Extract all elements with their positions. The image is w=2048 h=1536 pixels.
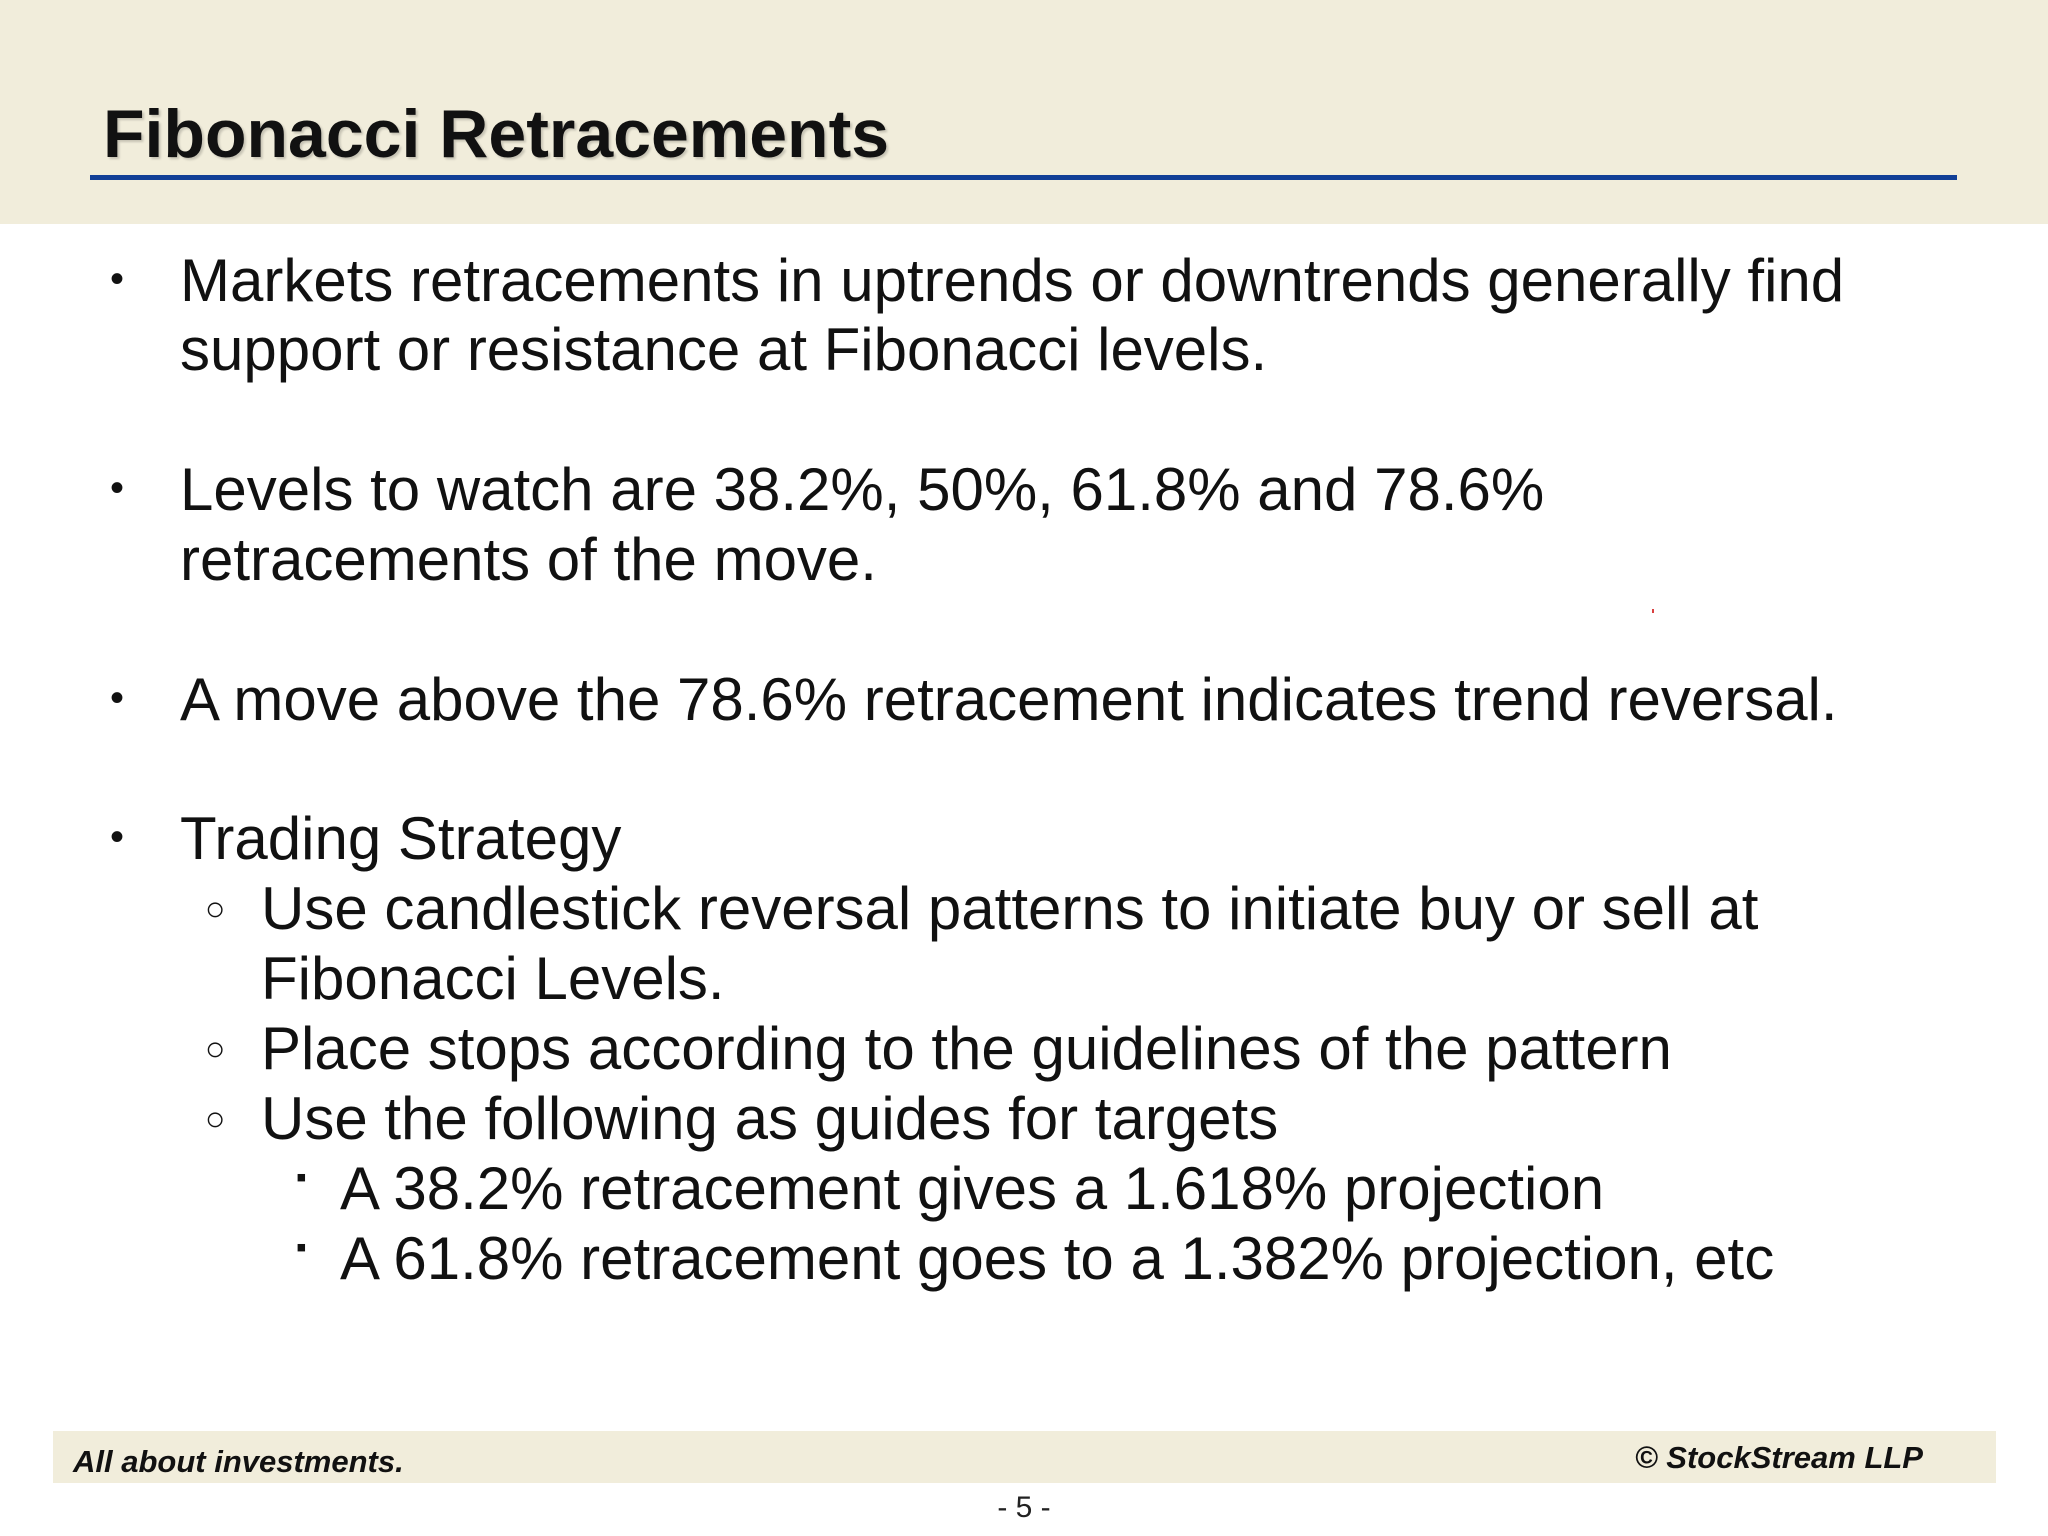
sub-bullet-1-line-1: Use candlestick reversal patterns to ini… — [261, 875, 1759, 942]
header-band — [0, 0, 2048, 224]
sub-bullet-circle: ○ — [205, 1100, 226, 1138]
bullet-1-line-2: support or resistance at Fibonacci level… — [180, 316, 1268, 383]
bullet-dot: • — [110, 257, 125, 301]
sub-sub-bullet-2-line-1: A 61.8% retracement goes to a 1.382% pro… — [340, 1225, 1775, 1292]
sub-bullet-circle: ○ — [205, 890, 226, 928]
footer-copyright: © StockStream LLP — [1634, 1440, 1923, 1475]
sub-bullet-circle: ○ — [205, 1030, 226, 1068]
footer-band — [53, 1431, 1996, 1483]
bullet-4-line-1: Trading Strategy — [180, 805, 622, 872]
sub-bullet-2-line-1: Place stops according to the guidelines … — [261, 1015, 1672, 1082]
bullet-dot: • — [110, 676, 125, 720]
sub-sub-bullet-1-line-1: A 38.2% retracement gives a 1.618% proje… — [340, 1155, 1605, 1222]
page-number: - 5 - — [997, 1491, 1051, 1524]
bullet-1-line-1: Markets retracements in uptrends or down… — [180, 247, 1845, 314]
sub-bullet-1-line-2: Fibonacci Levels. — [261, 945, 725, 1012]
bullet-2-line-2: retracements of the move. — [180, 526, 877, 593]
bullet-3-line-1: A move above the 78.6% retracement indic… — [180, 666, 1838, 733]
bullet-dot: • — [110, 815, 125, 859]
title-underline — [90, 175, 1957, 180]
slide-title: Fibonacci Retracements — [103, 96, 890, 172]
stray-red-mark — [1652, 609, 1654, 613]
footer-tagline: All about investments. — [73, 1444, 404, 1479]
sub-sub-bullet-square: ▪ — [296, 1161, 307, 1194]
bullet-2-line-1: Levels to watch are 38.2%, 50%, 61.8% an… — [180, 456, 1545, 523]
bullet-dot: • — [110, 466, 125, 510]
sub-bullet-3-line-1: Use the following as guides for targets — [261, 1085, 1279, 1152]
sub-sub-bullet-square: ▪ — [296, 1231, 307, 1264]
